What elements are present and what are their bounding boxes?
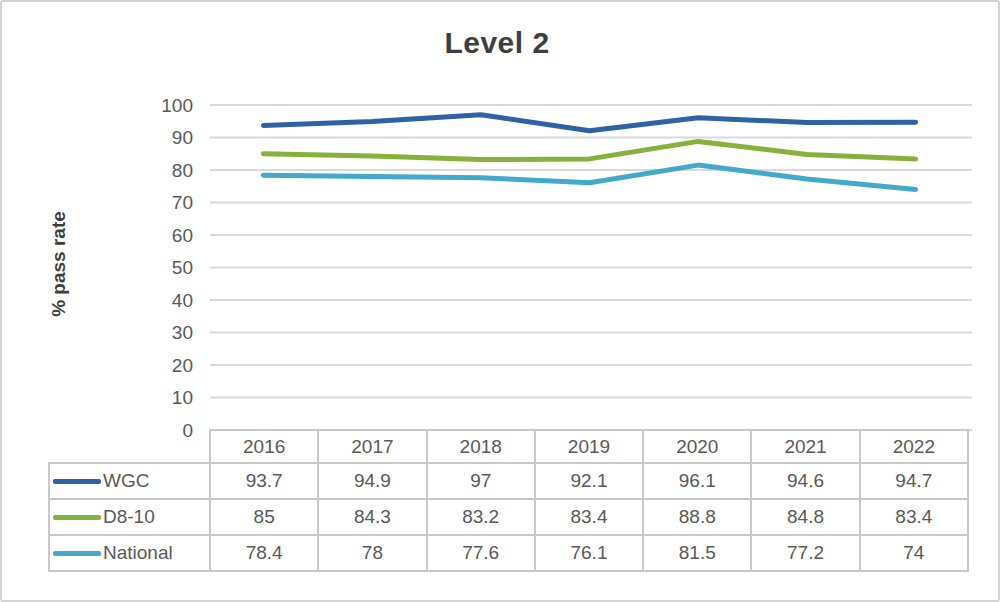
value-cell-wgc-2021: 94.6 [751, 463, 859, 499]
legend-cell-wgc: WGC [49, 463, 210, 499]
value-cell-national-2018: 77.6 [427, 535, 535, 571]
legend-line-swatch-icon [53, 479, 101, 484]
legend-cell-national: National [49, 535, 210, 571]
value-cell-wgc-2018: 97 [427, 463, 535, 499]
legend-label: D8-10 [103, 506, 155, 528]
value-cell-wgc-2022: 94.7 [860, 463, 968, 499]
y-tick-label-30: 30 [172, 322, 193, 343]
value-cell-wgc-2017: 94.9 [318, 463, 426, 499]
value-cell-national-2020: 81.5 [643, 535, 751, 571]
year-header-2019: 2019 [535, 430, 643, 463]
table-row-d8-10: D8-108584.383.283.488.884.883.4 [49, 499, 968, 535]
year-header-2018: 2018 [427, 430, 535, 463]
year-header-row: 2016201720182019202020212022 [49, 430, 968, 463]
year-header-2020: 2020 [643, 430, 751, 463]
value-cell-national-2017: 78 [318, 535, 426, 571]
y-tick-label-10: 10 [172, 387, 193, 408]
legend-header-spacer [49, 430, 210, 463]
y-tick-label-70: 70 [172, 192, 193, 213]
legend-entry: WGC [50, 470, 209, 492]
chart-figure: Level 2 % pass rate 01020304050607080901… [0, 0, 1000, 602]
legend-label: National [103, 542, 173, 564]
y-tick-label-50: 50 [172, 257, 193, 278]
legend-label: WGC [103, 470, 149, 492]
value-cell-d8-10-2016: 85 [210, 499, 318, 535]
line-series-wgc [263, 115, 915, 131]
legend-entry: D8-10 [50, 506, 209, 528]
value-cell-d8-10-2022: 83.4 [860, 499, 968, 535]
table-row-wgc: WGC 93.794.99792.196.194.694.7 [49, 463, 968, 499]
line-series-d8-10 [263, 141, 915, 159]
legend-entry: National [50, 542, 209, 564]
table-row-national: National 78.47877.676.181.577.274 [49, 535, 968, 571]
year-header-2016: 2016 [210, 430, 318, 463]
value-cell-wgc-2016: 93.7 [210, 463, 318, 499]
value-cell-d8-10-2017: 84.3 [318, 499, 426, 535]
year-header-2021: 2021 [751, 430, 859, 463]
legend-line-swatch-icon [53, 551, 101, 556]
y-tick-label-90: 90 [172, 127, 193, 148]
value-cell-national-2016: 78.4 [210, 535, 318, 571]
value-cell-d8-10-2018: 83.2 [427, 499, 535, 535]
legend-cell-d8-10: D8-10 [49, 499, 210, 535]
y-tick-label-60: 60 [172, 225, 193, 246]
value-cell-national-2021: 77.2 [751, 535, 859, 571]
value-cell-d8-10-2019: 83.4 [535, 499, 643, 535]
value-cell-national-2022: 74 [860, 535, 968, 571]
value-cell-d8-10-2020: 88.8 [643, 499, 751, 535]
year-header-2022: 2022 [860, 430, 968, 463]
data-table: 2016201720182019202020212022 WGC 93.794.9… [48, 429, 969, 572]
y-tick-label-40: 40 [172, 290, 193, 311]
value-cell-wgc-2019: 92.1 [535, 463, 643, 499]
line-series-national [263, 165, 915, 189]
year-header-2017: 2017 [318, 430, 426, 463]
value-cell-wgc-2020: 96.1 [643, 463, 751, 499]
y-tick-label-100: 100 [161, 95, 193, 116]
y-tick-label-80: 80 [172, 160, 193, 181]
value-cell-national-2019: 76.1 [535, 535, 643, 571]
legend-line-swatch-icon [53, 515, 101, 520]
y-tick-label-20: 20 [172, 355, 193, 376]
value-cell-d8-10-2021: 84.8 [751, 499, 859, 535]
